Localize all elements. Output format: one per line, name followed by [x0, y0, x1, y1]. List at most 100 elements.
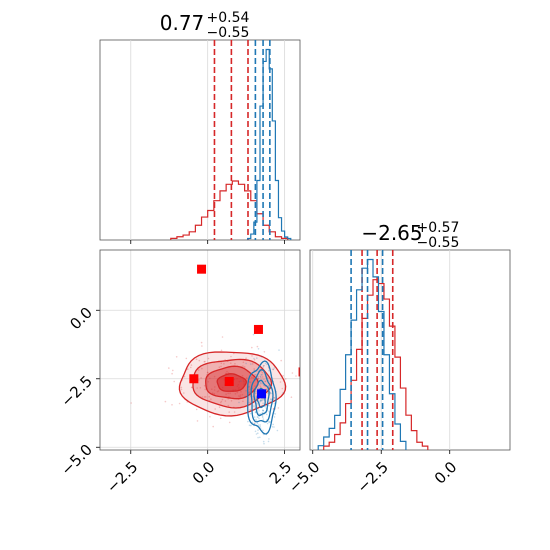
- joint-dist-1-sample-point: [254, 374, 256, 376]
- joint-dist-1-sample-point: [260, 376, 262, 379]
- joint-dist-1-sample-point: [278, 349, 280, 351]
- joint-dist-0-sample-point: [254, 385, 256, 387]
- joint-dist-0-sample-point: [213, 375, 216, 378]
- joint-dist-0-sample-point: [234, 362, 236, 365]
- joint-dist-0-sample-point: [200, 341, 203, 344]
- joint-dist-1-sample-point: [261, 416, 264, 419]
- joint-dist-0-sample-point: [228, 421, 231, 424]
- joint-y-ticklabel: 0.0: [66, 304, 96, 334]
- joint-dist-0-sample-point: [223, 363, 225, 365]
- joint-dist-0-sample-point: [251, 346, 253, 349]
- joint-dist-0-sample-point: [217, 390, 220, 392]
- histogram-panel-param-1: 0.77 +0.54−0.55: [99, 10, 301, 244]
- joint-dist-1-sample-point: [261, 415, 264, 417]
- joint-dist-1-sample-point: [257, 424, 260, 426]
- joint-dist-0-sample-point: [180, 386, 183, 389]
- joint-dist-0-sample-point: [190, 364, 193, 366]
- joint-dist-0-sample-point: [280, 359, 283, 362]
- truth-marker-0: [197, 264, 207, 274]
- joint-dist-1-sample-point: [258, 417, 260, 420]
- hist-2-series-1-step: [317, 258, 407, 450]
- joint-dist-0-sample-point: [203, 360, 206, 363]
- joint-dist-1-sample-point: [263, 378, 265, 381]
- joint-dist-1-sample-point: [259, 436, 261, 439]
- hist-1-title-lower-error: −0.55: [207, 25, 250, 41]
- joint-dist-0-sample-point: [200, 377, 202, 379]
- joint-dist-1-sample-point: [259, 425, 261, 428]
- joint-dist-0-sample-point: [218, 406, 221, 409]
- joint-dist-1-sample-point: [265, 390, 268, 393]
- joint-dist-1-sample-point: [264, 405, 266, 408]
- joint-dist-0-sample-point: [291, 372, 294, 374]
- joint-dist-1-sample-point: [264, 362, 267, 365]
- joint-dist-0-sample-point: [242, 365, 244, 367]
- joint-dist-1-sample-point: [248, 385, 250, 388]
- joint-dist-1-sample-point: [261, 382, 263, 385]
- joint-dist-1-sample-point: [253, 405, 255, 407]
- joint-dist-1-sample-point: [255, 373, 257, 376]
- joint-dist-0-sample-point: [203, 384, 206, 387]
- joint-dist-0-sample-point: [225, 393, 227, 396]
- joint-dist-1-sample-point: [260, 399, 263, 401]
- joint-dist-0-sample-point: [206, 371, 209, 374]
- joint-dist-0-sample-point: [220, 365, 222, 368]
- joint-dist-1-sample-point: [253, 357, 255, 360]
- joint-dist-0-sample-point: [219, 401, 222, 404]
- joint-dist-1-sample-point: [249, 381, 252, 384]
- joint-dist-1-sample-point: [254, 392, 257, 395]
- truth-marker-5: [257, 389, 267, 399]
- hist-2-series-0-step: [323, 279, 429, 450]
- joint-dist-0-sample-point: [210, 398, 212, 400]
- joint-dist-1-sample-point: [260, 374, 263, 376]
- joint-dist-1-sample-point: [247, 420, 249, 423]
- joint-dist-0-sample-point: [203, 396, 206, 398]
- joint-dist-1-sample-point: [248, 424, 251, 427]
- joint-dist-1-sample-point: [254, 411, 257, 414]
- joint-dist-0-sample-point: [209, 377, 211, 380]
- joint-y-ticklabel: −2.5: [58, 372, 96, 410]
- joint-dist-1-sample-point: [245, 390, 247, 392]
- hist-2-frame: [309, 249, 511, 451]
- joint-dist-1-sample-point: [257, 458, 259, 460]
- joint-dist-0-sample-point: [196, 387, 198, 389]
- joint-dist-1-sample-point: [269, 387, 272, 390]
- joint-dist-0-sample-point: [241, 393, 244, 396]
- joint-dist-0-sample-point: [168, 367, 170, 369]
- joint-dist-0-sample-point: [225, 372, 227, 375]
- joint-dist-0-sample-point: [187, 368, 189, 370]
- joint-dist-1-sample-point: [255, 357, 258, 359]
- joint-dist-1-sample-point: [260, 381, 262, 384]
- joint-dist-0-sample-point: [239, 395, 241, 398]
- joint-dist-1-sample-point: [262, 418, 265, 420]
- joint-dist-0-sample-point: [229, 392, 231, 395]
- joint-dist-0-sample-point: [198, 379, 200, 381]
- joint-dist-0-sample-point: [279, 381, 282, 383]
- joint-dist-0-sample-point: [250, 376, 253, 379]
- joint-x-ticklabel: 0.0: [189, 458, 219, 488]
- hist-2-title-value: −2.65: [361, 221, 422, 245]
- joint-dist-1-sample-point: [261, 398, 264, 401]
- joint-dist-0-sample-point: [216, 390, 219, 393]
- joint-dist-1-sample-point: [262, 402, 264, 405]
- joint-dist-0-sample-point: [290, 396, 293, 399]
- joint-dist-1-sample-point: [268, 438, 270, 440]
- joint-dist-0-sample-point: [227, 404, 230, 407]
- joint-dist-1-sample-point: [271, 426, 274, 428]
- joint-dist-1-sample-point: [273, 397, 275, 399]
- joint-dist-0-sample-point: [257, 378, 260, 380]
- joint-dist-0-sample-point: [253, 359, 256, 361]
- joint-dist-0-sample-point: [175, 356, 178, 358]
- joint-dist-0-sample-point: [220, 400, 223, 403]
- joint-dist-0-sample-point: [226, 370, 228, 373]
- joint-dist-1-sample-point: [240, 380, 242, 382]
- joint-dist-0-sample-point: [201, 345, 203, 347]
- joint-dist-1-sample-point: [250, 424, 252, 427]
- joint-dist-0-sample-point: [284, 378, 287, 380]
- joint-dist-0-sample-point: [213, 389, 216, 391]
- hist-1-title-value: 0.77: [160, 11, 205, 35]
- joint-dist-1-sample-point: [256, 416, 259, 418]
- joint-dist-1-sample-point: [270, 398, 272, 400]
- joint-dist-1-sample-point: [257, 416, 259, 418]
- joint-dist-1-sample-point: [274, 413, 277, 415]
